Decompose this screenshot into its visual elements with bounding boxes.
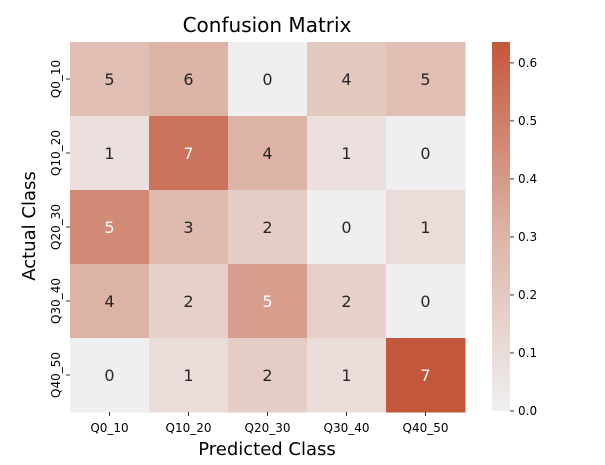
- cell-value-label: 2: [341, 292, 351, 311]
- y-tick-label: Q30_40: [49, 278, 63, 324]
- heatmap-cell: [386, 338, 466, 413]
- heatmap-cell: [386, 264, 466, 339]
- cell-value-label: 0: [420, 292, 430, 311]
- cell-value-label: 0: [420, 144, 430, 163]
- cell-value-label: 1: [341, 144, 351, 163]
- heatmap-cell: [307, 338, 387, 413]
- heatmap-cell: [307, 190, 387, 265]
- y-tick-label: Q0_10: [49, 60, 63, 98]
- colorbar-tick-label: 0.3: [518, 230, 537, 244]
- heatmap-cell: [149, 264, 229, 339]
- heatmap-cell: [149, 338, 229, 413]
- cell-value-label: 1: [104, 144, 114, 163]
- cell-value-label: 5: [104, 70, 114, 89]
- x-axis-label: Predicted Class: [198, 439, 336, 460]
- heatmap-cell: [228, 264, 308, 339]
- cell-value-label: 7: [183, 144, 193, 163]
- heatmap-cell: [386, 42, 466, 117]
- colorbar-tick-label: 0.1: [518, 346, 537, 360]
- heatmap-cell: [70, 190, 150, 265]
- cell-value-label: 2: [183, 292, 193, 311]
- y-tick-label: Q40_50: [49, 352, 63, 398]
- heatmap-cell: [149, 190, 229, 265]
- colorbar-tick-label: 0.6: [518, 56, 537, 70]
- heatmap-cell: [149, 42, 229, 117]
- heatmap-cell: [386, 116, 466, 191]
- y-tick-label: Q10_20: [49, 130, 63, 176]
- cell-value-label: 6: [183, 70, 193, 89]
- cell-value-label: 3: [183, 218, 193, 237]
- cell-value-label: 0: [262, 70, 272, 89]
- x-tick-label: Q0_10: [90, 421, 128, 435]
- heatmap-cell: [386, 190, 466, 265]
- heatmap-cell: [70, 42, 150, 117]
- x-tick-label: Q10_20: [166, 421, 212, 435]
- colorbar-tick-label: 0.4: [518, 172, 537, 186]
- x-axis-ticks: Q0_10 Q10_20 Q20_30 Q30_40 Q40_50: [90, 412, 448, 435]
- y-tick-label: Q20_30: [49, 204, 63, 250]
- cell-value-label: 4: [262, 144, 272, 163]
- cell-value-label: 0: [341, 218, 351, 237]
- cell-value-label: 1: [183, 366, 193, 385]
- cell-value-label: 0: [104, 366, 114, 385]
- cell-value-label: 1: [341, 366, 351, 385]
- heatmap-cells: 5 6 0 4 5 1 7 4 1 0 5 3 2 0 1 4 2 5 2 0 0 1 2 1 7: [70, 42, 466, 413]
- heatmap-cell: [70, 338, 150, 413]
- colorbar-ticks: 0.0 0.1 0.2 0.3 0.4 0.5 0.6: [510, 56, 537, 418]
- x-tick-label: Q30_40: [324, 421, 370, 435]
- heatmap-cell: [228, 190, 308, 265]
- heatmap-cell: [307, 116, 387, 191]
- y-axis-label: Actual Class: [19, 171, 40, 280]
- y-axis-ticks: Q0_10 Q10_20 Q20_30 Q30_40 Q40_50: [49, 60, 70, 398]
- colorbar: [492, 42, 510, 411]
- heatmap-cell: [70, 264, 150, 339]
- colorbar-tick-label: 0.2: [518, 288, 537, 302]
- colorbar-tick-label: 0.0: [518, 404, 537, 418]
- cell-value-label: 1: [420, 218, 430, 237]
- cell-value-label: 5: [104, 218, 114, 237]
- chart-title: Confusion Matrix: [183, 13, 352, 37]
- heatmap-cell: [228, 116, 308, 191]
- cell-value-label: 4: [104, 292, 114, 311]
- cell-value-label: 7: [420, 366, 430, 385]
- cell-value-label: 5: [262, 292, 272, 311]
- x-tick-label: Q40_50: [403, 421, 449, 435]
- cell-value-label: 2: [262, 218, 272, 237]
- heatmap-cell: [149, 116, 229, 191]
- heatmap-cell: [70, 116, 150, 191]
- heatmap-cell: [228, 338, 308, 413]
- cell-value-label: 2: [262, 366, 272, 385]
- colorbar-tick-label: 0.5: [518, 114, 537, 128]
- x-tick-label: Q20_30: [245, 421, 291, 435]
- cell-value-label: 5: [420, 70, 430, 89]
- heatmap-cell: [307, 264, 387, 339]
- heatmap-cell: [307, 42, 387, 117]
- heatmap-cell: [228, 42, 308, 117]
- cell-value-label: 4: [341, 70, 351, 89]
